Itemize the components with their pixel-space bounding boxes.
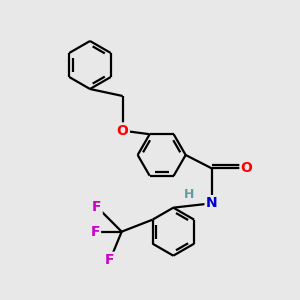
Text: N: N: [206, 196, 218, 210]
Text: O: O: [117, 124, 129, 138]
Text: F: F: [92, 200, 101, 214]
Text: F: F: [90, 225, 100, 239]
Text: F: F: [105, 253, 115, 267]
Text: H: H: [184, 188, 194, 200]
Text: O: O: [241, 161, 253, 175]
